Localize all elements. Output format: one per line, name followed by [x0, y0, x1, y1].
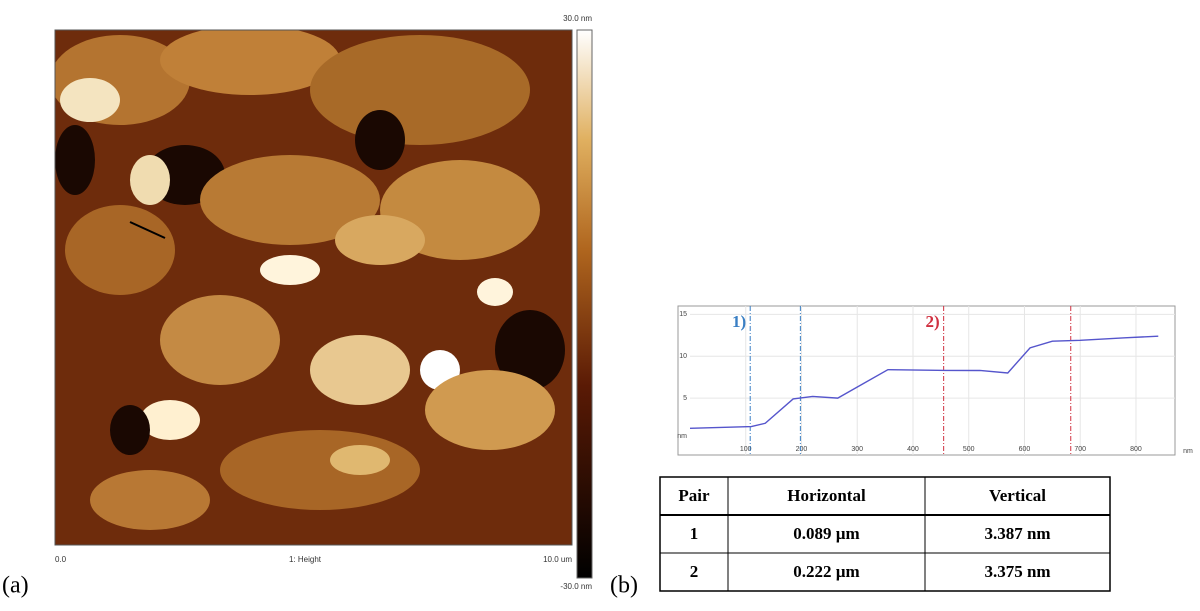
panel-label: (a) [2, 573, 29, 599]
table-header: Horizontal [787, 486, 866, 505]
table-header: Pair [678, 486, 710, 505]
y-tick-label: 10 [679, 353, 687, 360]
x-label: 1: Height [289, 555, 322, 564]
x-start: 0.0 [55, 555, 67, 564]
afm-frame [54, 29, 573, 546]
plot-frame [677, 305, 1176, 456]
table-cell: 0.222 µm [793, 562, 859, 581]
table-cell: 0.089 µm [793, 524, 859, 543]
y-unit: nm [677, 433, 687, 440]
colorbar-min: -30.0 nm [560, 582, 592, 591]
cursor-label: 2) [925, 312, 939, 331]
x-tick-label: 100 [740, 446, 752, 453]
profile-line [689, 335, 1159, 429]
x-tick-label: 700 [1074, 446, 1086, 453]
table-cell: 3.375 nm [984, 562, 1050, 581]
table-cell: 2 [690, 562, 699, 581]
table-cell: 1 [690, 524, 699, 543]
x-tick-label: 600 [1019, 446, 1031, 453]
colorbar [576, 29, 593, 579]
x-tick-label: 800 [1130, 446, 1142, 453]
table-header: Vertical [989, 486, 1046, 505]
y-tick-label: 15 [679, 311, 687, 318]
table-border [659, 476, 1111, 592]
panel-label: (b) [610, 573, 638, 599]
cursor-label: 1) [732, 312, 746, 331]
afm-image [55, 30, 572, 545]
table-cell: 3.387 nm [984, 524, 1050, 543]
x-unit: nm [1183, 448, 1193, 455]
x-tick-label: 200 [796, 446, 808, 453]
y-tick-label: 5 [683, 395, 687, 402]
x-tick-label: 300 [851, 446, 863, 453]
x-end: 10.0 um [543, 555, 572, 564]
table: Pair Horizontal Vertical 1 0.089 µm 3.387 nm 2… [659, 476, 1111, 592]
x-tick-label: 500 [963, 446, 975, 453]
colorbar-max: 30.0 nm [563, 14, 592, 23]
x-tick-label: 400 [907, 446, 919, 453]
